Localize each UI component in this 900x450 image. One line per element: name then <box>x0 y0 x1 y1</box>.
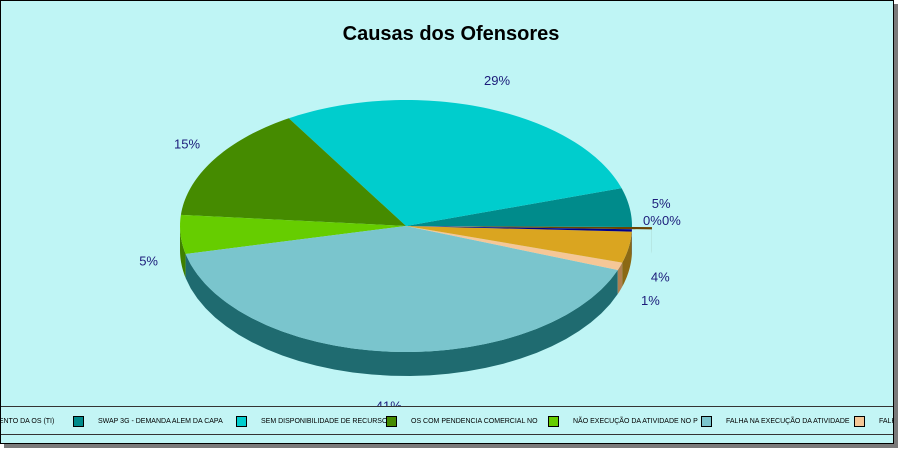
legend-label-4: NÃO EXECUÇÃO DA ATIVIDADE NO P <box>573 417 698 425</box>
legend: ...ENTO DA OS (TI) SWAP 3G - DEMANDA ALEM… <box>1 406 893 435</box>
pie-data-label-5: 41% <box>376 399 402 406</box>
legend-item-3: OS COM PENDENCIA COMERCIAL NO <box>386 415 538 427</box>
pie-slice-6 <box>406 226 623 271</box>
pie-data-label-4: 5% <box>139 254 158 269</box>
pie-slice-3 <box>180 118 406 226</box>
pie-data-label-2: 29% <box>484 73 510 88</box>
pie-slice-2 <box>288 100 622 226</box>
pie-slice-side-7 <box>622 231 632 287</box>
legend-item-1: SWAP 3G - DEMANDA ALEM DA CAPA <box>73 415 223 427</box>
legend-swatch-5 <box>701 415 712 427</box>
legend-item-4: NÃO EXECUÇÃO DA ATIVIDADE NO P <box>548 415 698 427</box>
pie-slice-8 <box>406 226 632 232</box>
pie-chart: 0% 5% 29% 15% 5% 41% 1% 4% 0% <box>139 73 681 406</box>
pie-slice-side-6 <box>617 262 623 295</box>
pie-data-label-0: 0% <box>662 213 681 228</box>
legend-item-6: FALHA F... <box>854 415 893 427</box>
pie-slice-1 <box>406 188 632 227</box>
legend-swatch-1 <box>73 415 84 427</box>
legend-label-2: SEM DISPONIBILIDADE DE RECURSO <box>261 417 388 425</box>
pie-slice-side-5 <box>185 253 618 376</box>
pie-slice-side-4 <box>180 226 186 278</box>
pie-slice-7 <box>406 226 632 263</box>
legend-item-0: ...ENTO DA OS (TI) <box>1 415 54 427</box>
pie-slice-0 <box>426 226 652 230</box>
legend-item-2: SEM DISPONIBILIDADE DE RECURSO <box>236 415 387 427</box>
pie-slice-5 <box>185 226 618 352</box>
chart-title: Causas dos Ofensores <box>342 23 560 45</box>
legend-swatch-3 <box>386 415 397 427</box>
legend-label-0: ...ENTO DA OS (TI) <box>1 417 55 425</box>
pie-data-label-7: 4% <box>651 269 670 284</box>
pie-data-label-3: 15% <box>174 137 200 152</box>
legend-swatch-2 <box>236 415 247 427</box>
legend-swatch-6 <box>854 415 865 427</box>
legend-label-3: OS COM PENDENCIA COMERCIAL NO <box>411 417 538 425</box>
legend-label-5: FALHA NA EXECUÇÃO DA ATIVIDADE <box>726 417 850 425</box>
pie-data-label-6: 1% <box>641 293 660 308</box>
pie-data-label-8: 0% <box>643 213 662 228</box>
legend-item-5: FALHA NA EXECUÇÃO DA ATIVIDADE <box>701 415 850 427</box>
legend-swatch-4 <box>548 415 559 427</box>
legend-label-1: SWAP 3G - DEMANDA ALEM DA CAPA <box>98 417 223 425</box>
pie-slice-4 <box>180 214 406 254</box>
legend-label-6: FALHA F... <box>879 417 893 425</box>
pie-data-label-1: 5% <box>652 196 671 211</box>
